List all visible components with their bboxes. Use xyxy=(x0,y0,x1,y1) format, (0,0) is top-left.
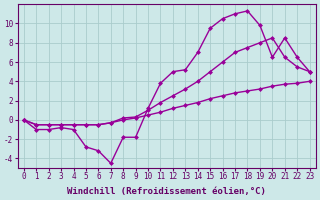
X-axis label: Windchill (Refroidissement éolien,°C): Windchill (Refroidissement éolien,°C) xyxy=(67,187,266,196)
